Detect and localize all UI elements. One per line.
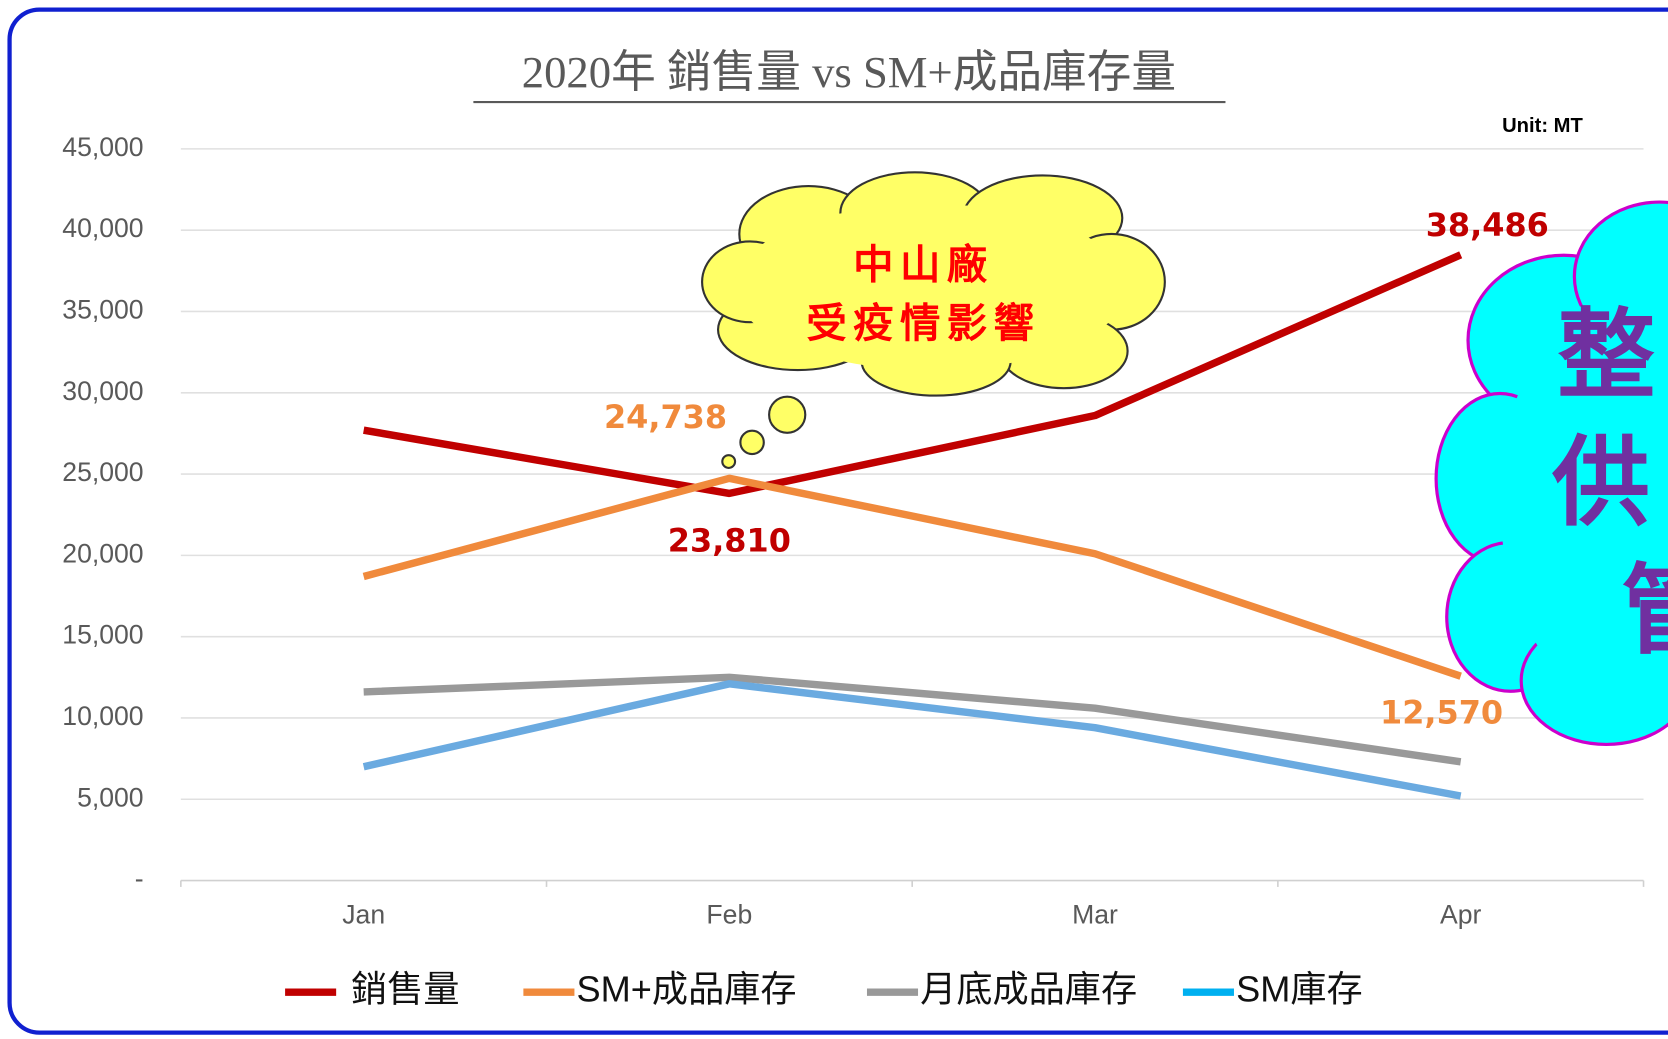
legend-label: SM+成品庫存 [577,969,797,1010]
series-line [362,680,1462,800]
callout-cloud [701,171,1166,469]
data-label: 12,570 [1380,693,1503,731]
y-tick-label: 15,000 [62,620,143,650]
data-label: 23,810 [668,521,791,559]
y-tick-label: 30,000 [62,376,143,406]
callout-text: 受疫情影響 [806,299,1040,347]
callout-text: 供 [1552,426,1650,541]
series-line [362,474,1462,680]
unit-note: Unit: MT [1502,115,1583,137]
legend-label: 月底成品庫存 [920,969,1137,1010]
y-tick-label: 20,000 [62,538,143,568]
y-tick-label: 35,000 [62,295,143,325]
series-line [363,251,1463,498]
chart-title: 2020年 銷售量 vs SM+成品庫存量 [522,47,1176,97]
y-tick-label: 45,000 [62,132,143,162]
series-line [363,673,1462,766]
data-label: 38,486 [1426,206,1549,244]
y-tick-label: 40,000 [62,213,143,243]
legend-label: 銷售量 [351,969,459,1010]
data-label: 24,738 [604,398,727,436]
callout-text: 中山廠 [853,240,993,288]
x-tick-label: Apr [1440,900,1482,930]
callout-text: 管 [1621,553,1668,668]
x-tick-label: Jan [342,900,385,930]
plot-area: - 5,000 10,000 15,000 20,000 25,000 30,000 35,0… [62,132,1645,930]
legend-label: SM庫存 [1236,969,1363,1010]
frame [7,7,1668,1035]
x-tick-label: Feb [706,900,752,930]
y-tick-label: - [135,864,144,894]
legend: 銷售量 SM+成品庫存 月底成品庫存 SM庫存 [285,969,1363,1010]
y-tick-label: 5,000 [77,782,144,812]
callout-cloud [1434,200,1668,746]
callout-text: 整 [1557,298,1655,413]
y-tick-label: 25,000 [62,457,143,487]
y-tick-label: 10,000 [62,701,143,731]
x-tick-label: Mar [1072,900,1118,930]
